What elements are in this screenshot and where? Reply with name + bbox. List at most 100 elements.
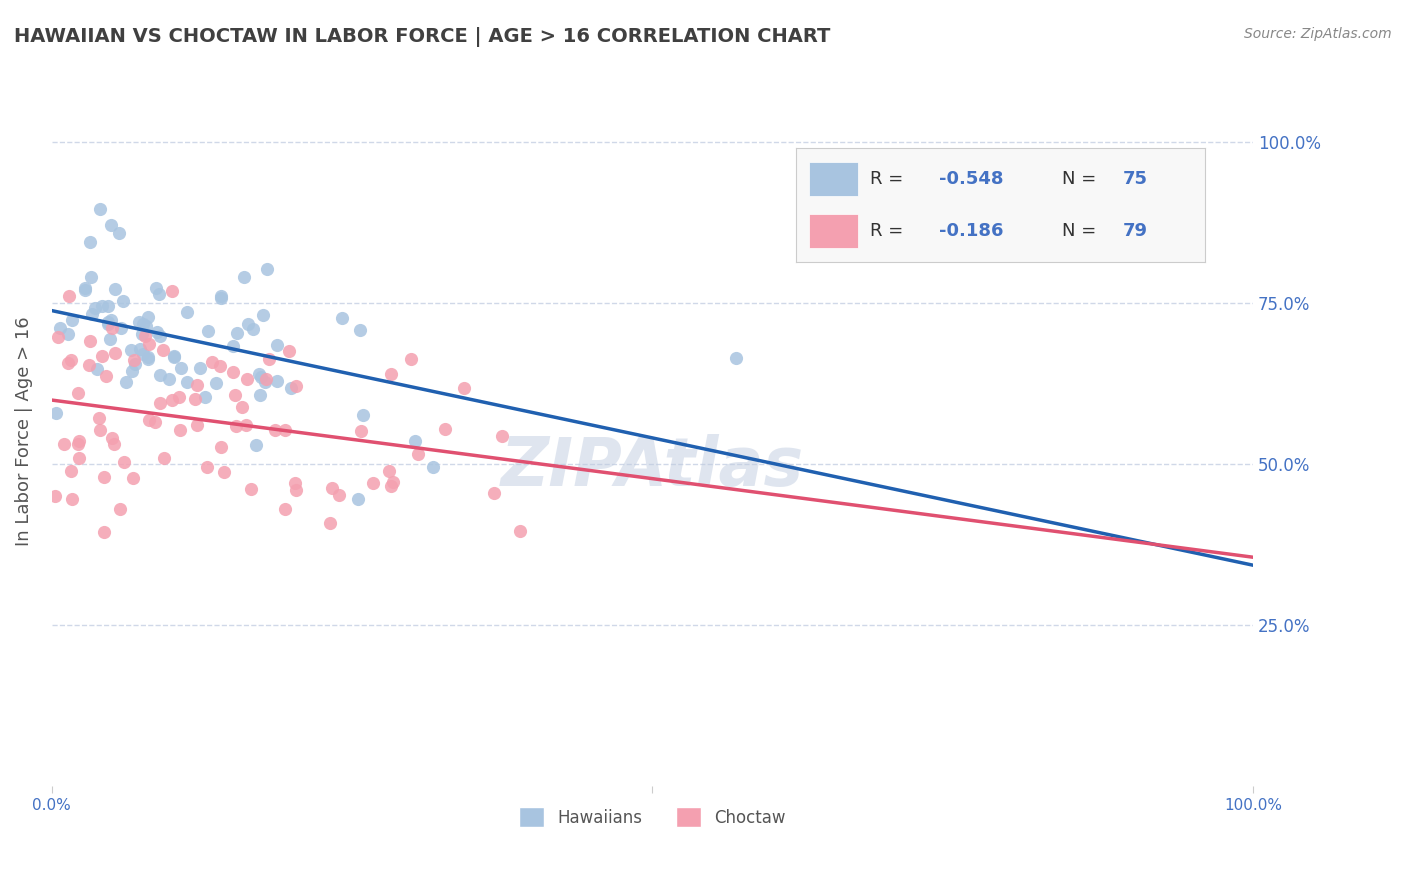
Point xyxy=(110,321,132,335)
Point xyxy=(112,455,135,469)
Point xyxy=(380,367,402,381)
Point xyxy=(194,390,217,404)
Point xyxy=(69,450,91,465)
Point xyxy=(176,375,198,389)
Text: Source: ZipAtlas.com: Source: ZipAtlas.com xyxy=(1244,27,1392,41)
Point xyxy=(321,481,343,495)
Point xyxy=(252,308,274,322)
Point xyxy=(101,321,124,335)
Point xyxy=(97,315,120,329)
Point xyxy=(169,423,191,437)
Point xyxy=(491,429,513,443)
Point xyxy=(45,406,67,420)
Point xyxy=(266,375,288,389)
Point xyxy=(209,291,232,305)
Point xyxy=(406,447,429,461)
Point xyxy=(97,318,120,332)
Point xyxy=(222,365,245,379)
Point xyxy=(136,310,159,324)
Point xyxy=(214,466,236,480)
Point xyxy=(209,289,232,303)
Point xyxy=(190,361,212,376)
Point xyxy=(264,424,287,438)
Point xyxy=(129,342,152,356)
Point xyxy=(93,469,115,483)
Point xyxy=(724,351,747,365)
Point xyxy=(225,326,247,340)
Point xyxy=(100,431,122,445)
Point xyxy=(195,459,218,474)
Point xyxy=(73,283,96,297)
Point xyxy=(94,368,117,383)
Point xyxy=(100,313,122,327)
Point xyxy=(143,415,166,429)
Point xyxy=(225,419,247,434)
Point xyxy=(349,323,371,337)
Point xyxy=(138,412,160,426)
Point xyxy=(363,476,385,491)
Point xyxy=(352,409,374,423)
Point xyxy=(197,324,219,338)
Point xyxy=(152,343,174,358)
Point xyxy=(98,332,121,346)
Point xyxy=(328,488,350,502)
Point xyxy=(100,218,122,232)
Point xyxy=(111,293,134,308)
Point xyxy=(80,307,103,321)
Point xyxy=(67,437,90,451)
Point xyxy=(186,417,208,432)
Point xyxy=(132,347,155,361)
Point xyxy=(86,362,108,376)
Point xyxy=(277,343,299,358)
Point xyxy=(238,317,260,331)
Point xyxy=(257,351,280,366)
Point xyxy=(186,377,208,392)
Point xyxy=(160,392,183,407)
Point xyxy=(350,424,373,438)
Point xyxy=(146,326,169,340)
Point xyxy=(170,361,193,376)
Point xyxy=(208,359,231,373)
Point xyxy=(235,417,257,432)
Point xyxy=(422,460,444,475)
Point xyxy=(404,434,426,448)
Point xyxy=(104,346,127,360)
Point xyxy=(97,299,120,313)
Point xyxy=(163,350,186,364)
Point xyxy=(103,437,125,451)
Point xyxy=(121,471,143,485)
Point xyxy=(77,358,100,372)
Point xyxy=(90,299,112,313)
Point xyxy=(484,485,506,500)
Point xyxy=(49,321,72,335)
Point xyxy=(132,318,155,332)
Point xyxy=(138,337,160,351)
Point xyxy=(67,434,90,448)
Point xyxy=(284,476,307,491)
Point xyxy=(60,464,83,478)
Point xyxy=(273,424,295,438)
Point xyxy=(381,475,404,489)
Text: ZIPAtlas: ZIPAtlas xyxy=(501,434,804,500)
Point xyxy=(131,327,153,342)
Point xyxy=(148,286,170,301)
Point xyxy=(254,372,277,386)
Point xyxy=(184,392,207,407)
Point xyxy=(222,339,245,353)
Point xyxy=(153,451,176,466)
Point xyxy=(149,329,172,343)
Point xyxy=(242,322,264,336)
Point xyxy=(104,283,127,297)
Point xyxy=(108,502,131,516)
Point xyxy=(89,423,111,437)
Point xyxy=(380,479,402,493)
Point xyxy=(79,334,101,348)
Point xyxy=(79,235,101,250)
Point xyxy=(134,328,156,343)
Point xyxy=(44,489,66,503)
Point xyxy=(378,464,401,478)
Point xyxy=(232,270,254,285)
Point xyxy=(80,269,103,284)
Point xyxy=(162,350,184,364)
Point xyxy=(160,285,183,299)
